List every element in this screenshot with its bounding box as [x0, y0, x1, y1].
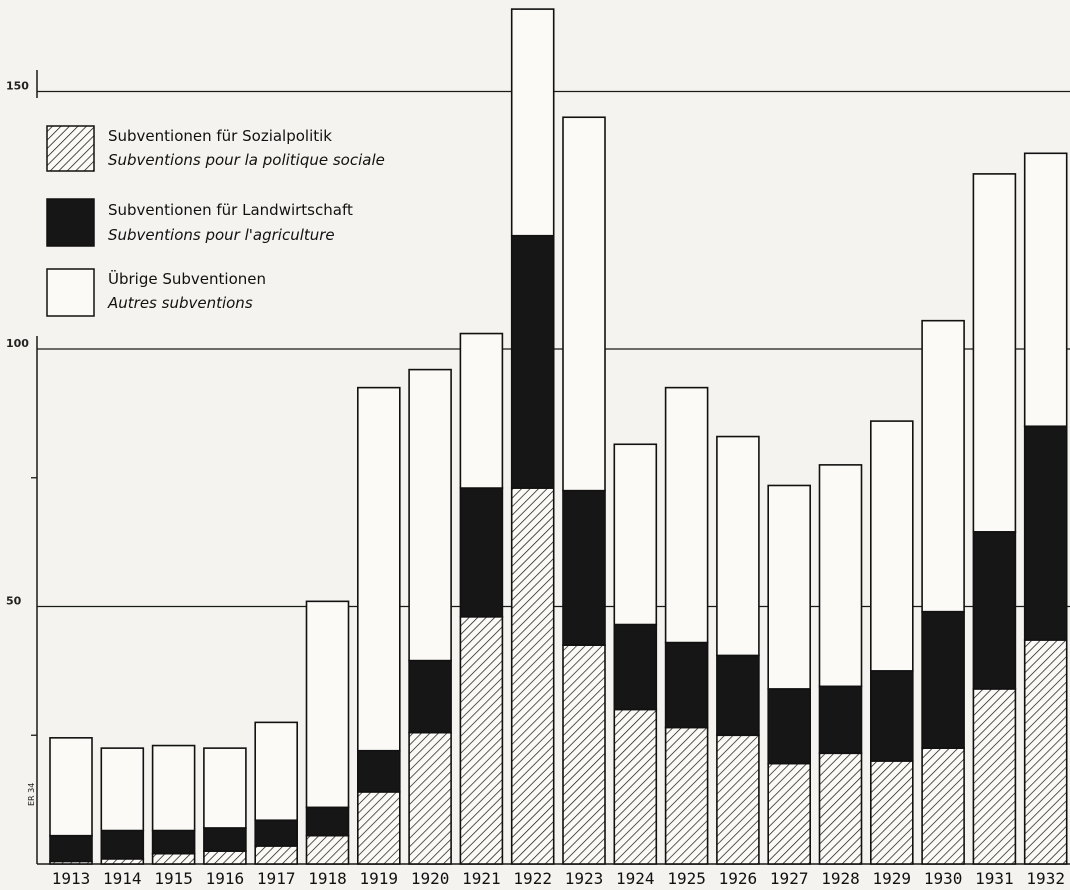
bar-segment-uebrige-1930 [921, 319, 965, 613]
bar-segment-uebrige-1925 [664, 386, 709, 644]
x-tick-label: 1931 [975, 869, 1014, 888]
bar-segment-landwirtschaft-1924 [613, 623, 658, 711]
bar-segment-sozialpolitik-1923 [562, 644, 606, 865]
y-tick-label: 50 [6, 595, 22, 608]
legend-swatch-landwirtschaft [46, 198, 95, 247]
bar-segment-sozialpolitik-1928 [818, 752, 863, 865]
bar-segment-uebrige-1917 [254, 721, 298, 822]
x-tick-label: 1925 [667, 869, 706, 888]
bar-segment-landwirtschaft-1929 [869, 670, 914, 762]
bar-segment-sozialpolitik-1919 [356, 791, 401, 865]
bars [49, 8, 1068, 865]
bar-segment-sozialpolitik-1916 [203, 850, 247, 865]
bar-segment-landwirtschaft-1916 [203, 827, 247, 852]
x-tick-label: 1923 [565, 869, 604, 888]
legend-label-fr-uebrige: Autres subventions [107, 294, 253, 312]
bar-segment-uebrige-1921 [459, 332, 504, 489]
legend-label-de-landwirtschaft: Subventionen für Landwirtschaft [108, 201, 353, 219]
bar-segment-landwirtschaft-1925 [664, 641, 709, 729]
bar-segment-landwirtschaft-1923 [562, 489, 606, 646]
bar-segment-landwirtschaft-1914 [100, 829, 145, 860]
bar-segment-uebrige-1929 [869, 420, 914, 672]
bar-segment-uebrige-1919 [356, 386, 401, 752]
x-tick-label: 1915 [154, 869, 193, 888]
bar-segment-landwirtschaft-1913 [49, 834, 93, 863]
bar-segment-uebrige-1931 [972, 173, 1017, 533]
legend-label-fr-sozialpolitik: Subventions pour la politique sociale [108, 151, 385, 169]
signature-mark: ER 34 [27, 783, 36, 806]
bar-segment-landwirtschaft-1930 [921, 610, 965, 749]
bar-segment-landwirtschaft-1920 [408, 659, 452, 734]
x-axis-labels: 1913 1914 1915 1916 1917 1918 1919 1920 1921 1922… [52, 869, 1065, 888]
bar-segment-sozialpolitik-1932 [1023, 639, 1068, 865]
bar-segment-uebrige-1927 [767, 484, 812, 690]
x-tick-label: 1926 [719, 869, 758, 888]
bar-segment-sozialpolitik-1927 [767, 762, 812, 865]
bar-segment-sozialpolitik-1925 [664, 726, 709, 865]
x-tick-label: 1924 [616, 869, 655, 888]
bar-segment-uebrige-1926 [716, 435, 760, 657]
x-tick-label: 1927 [770, 869, 809, 888]
bar-segment-uebrige-1914 [100, 747, 145, 832]
legend-swatch-sozialpolitik [46, 125, 95, 172]
bar-segment-sozialpolitik-1931 [972, 688, 1017, 865]
bar-segment-sozialpolitik-1920 [408, 731, 452, 865]
x-tick-label: 1918 [308, 869, 347, 888]
bar-segment-uebrige-1922 [510, 8, 555, 237]
bar-segment-landwirtschaft-1932 [1023, 425, 1068, 641]
x-tick-label: 1916 [206, 869, 245, 888]
bar-segment-sozialpolitik-1924 [613, 708, 658, 865]
x-tick-label: 1930 [924, 869, 963, 888]
bar-segment-landwirtschaft-1915 [151, 829, 196, 855]
legend: Subventionen für Sozialpolitik Subventio… [22, 98, 456, 336]
bar-segment-uebrige-1923 [562, 116, 606, 492]
x-tick-label: 1921 [462, 869, 501, 888]
bar-segment-landwirtschaft-1926 [716, 654, 760, 737]
bar-segment-sozialpolitik-1922 [510, 487, 555, 865]
y-tick-label: 100 [6, 337, 29, 350]
bar-segment-landwirtschaft-1917 [254, 819, 298, 847]
x-tick-label: 1917 [257, 869, 296, 888]
bar-segment-uebrige-1915 [151, 744, 196, 832]
bar-segment-sozialpolitik-1918 [305, 834, 350, 865]
x-tick-label: 1913 [52, 869, 91, 888]
bar-segment-sozialpolitik-1926 [716, 734, 760, 865]
bar-segment-landwirtschaft-1918 [305, 806, 350, 837]
bar-segment-uebrige-1920 [408, 368, 452, 662]
bar-segment-sozialpolitik-1930 [921, 747, 965, 865]
bar-segment-uebrige-1913 [49, 737, 93, 837]
bar-segment-landwirtschaft-1931 [972, 531, 1017, 690]
bar-segment-landwirtschaft-1927 [767, 688, 812, 765]
x-tick-label: 1932 [1026, 869, 1065, 888]
bar-segment-landwirtschaft-1922 [510, 234, 555, 489]
bar-segment-landwirtschaft-1921 [459, 487, 504, 618]
bar-segment-uebrige-1932 [1023, 152, 1068, 428]
x-tick-label: 1920 [411, 869, 450, 888]
bar-segment-uebrige-1924 [613, 443, 658, 626]
x-tick-label: 1928 [821, 869, 860, 888]
bar-segment-landwirtschaft-1919 [356, 749, 401, 793]
legend-label-de-sozialpolitik: Subventionen für Sozialpolitik [108, 127, 332, 145]
x-tick-label: 1919 [360, 869, 399, 888]
bar-segment-sozialpolitik-1929 [869, 760, 914, 865]
bar-segment-uebrige-1916 [203, 747, 247, 829]
legend-label-fr-landwirtschaft: Subventions pour l'agriculture [108, 226, 335, 244]
bar-segment-uebrige-1918 [305, 600, 350, 809]
x-tick-label: 1929 [873, 869, 912, 888]
x-tick-label: 1922 [513, 869, 552, 888]
x-tick-label: 1914 [103, 869, 142, 888]
bar-segment-landwirtschaft-1928 [818, 685, 863, 755]
legend-swatch-uebrige [46, 268, 95, 317]
y-tick-label: 150 [6, 80, 29, 93]
bar-segment-sozialpolitik-1921 [459, 615, 504, 865]
bar-segment-sozialpolitik-1915 [151, 852, 196, 865]
legend-label-de-uebrige: Übrige Subventionen [108, 269, 266, 288]
bar-segment-uebrige-1928 [818, 464, 863, 688]
bar-segment-sozialpolitik-1917 [254, 845, 298, 865]
